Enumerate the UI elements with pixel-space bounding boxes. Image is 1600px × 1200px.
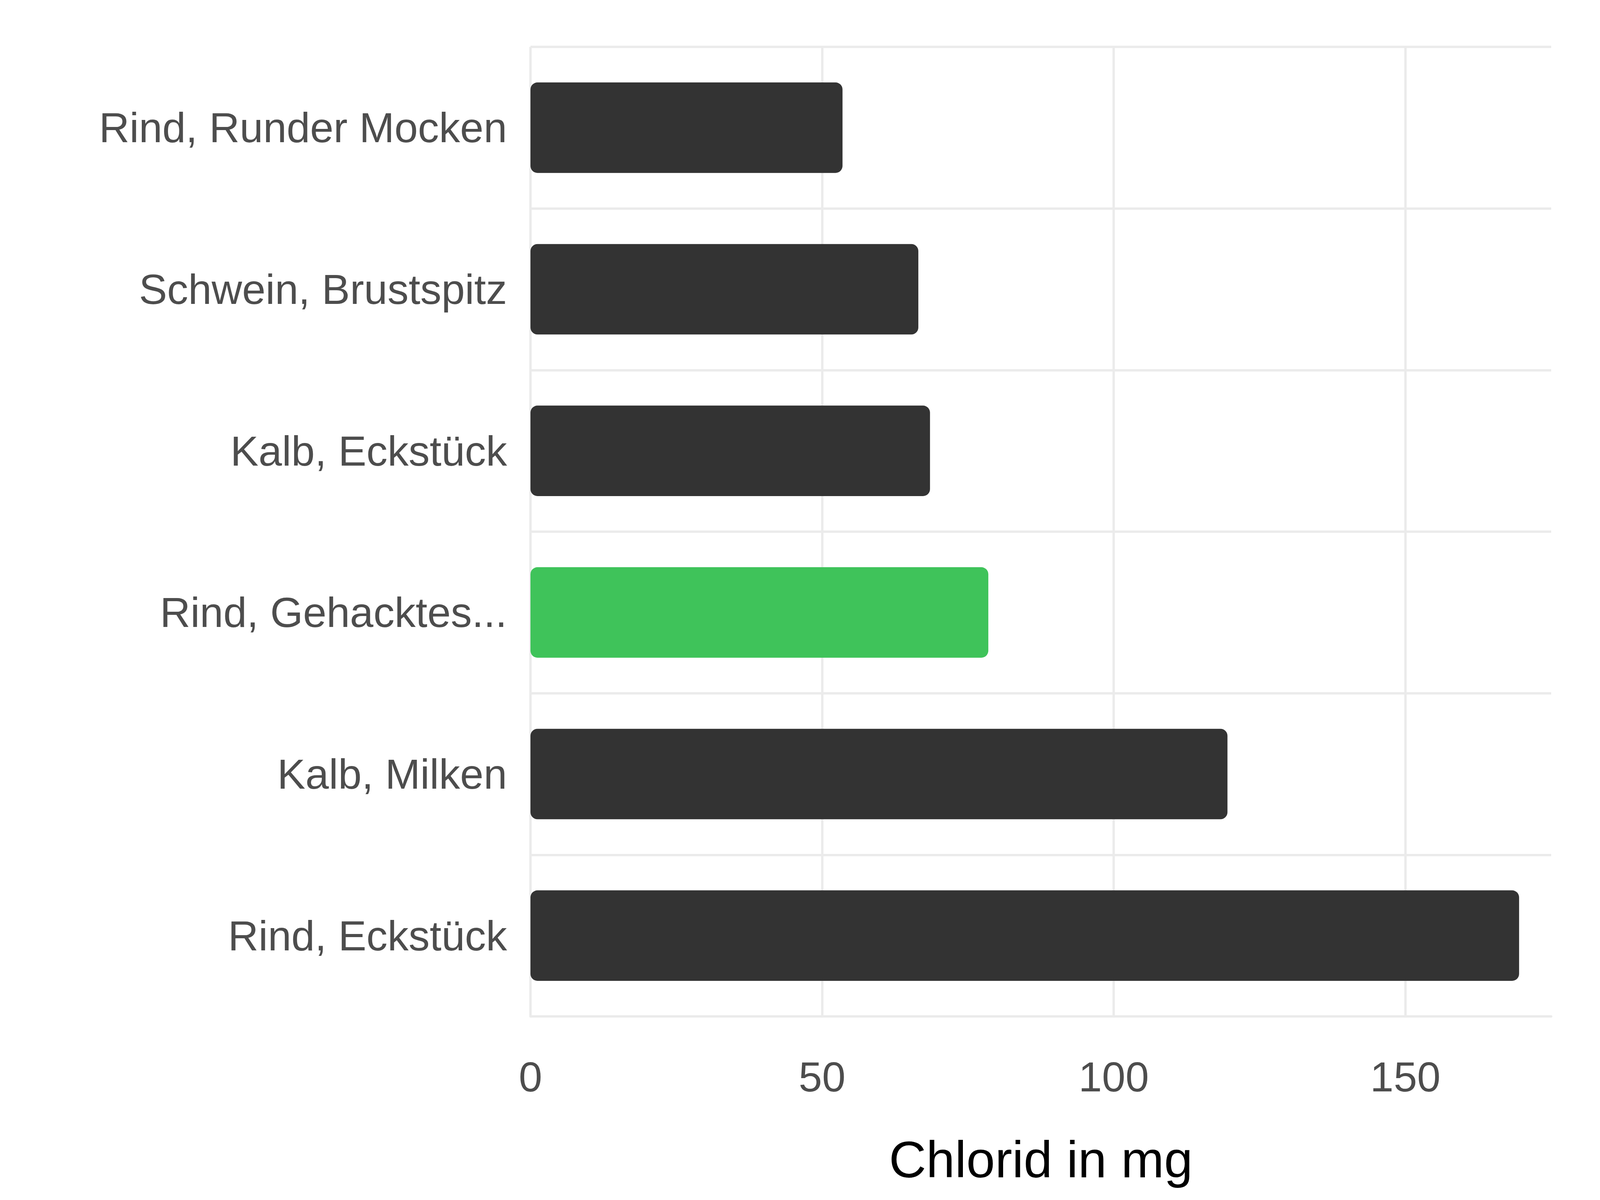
svg-text:Rind, Gehacktes...: Rind, Gehacktes...	[160, 588, 508, 636]
svg-text:150: 150	[1370, 1053, 1441, 1101]
svg-text:Rind, Runder Mocken: Rind, Runder Mocken	[98, 103, 508, 152]
svg-text:100: 100	[1078, 1053, 1149, 1101]
svg-text:50: 50	[798, 1053, 846, 1101]
svg-text:Rind, Eckstück: Rind, Eckstück	[228, 912, 508, 960]
svg-text:0: 0	[518, 1053, 543, 1101]
svg-text:Kalb, Milken: Kalb, Milken	[277, 750, 508, 798]
svg-text:Chlorid in mg: Chlorid in mg	[889, 1130, 1193, 1189]
svg-text:Kalb, Eckstück: Kalb, Eckstück	[230, 427, 508, 475]
svg-text:Schwein, Brustspitz: Schwein, Brustspitz	[139, 265, 508, 313]
